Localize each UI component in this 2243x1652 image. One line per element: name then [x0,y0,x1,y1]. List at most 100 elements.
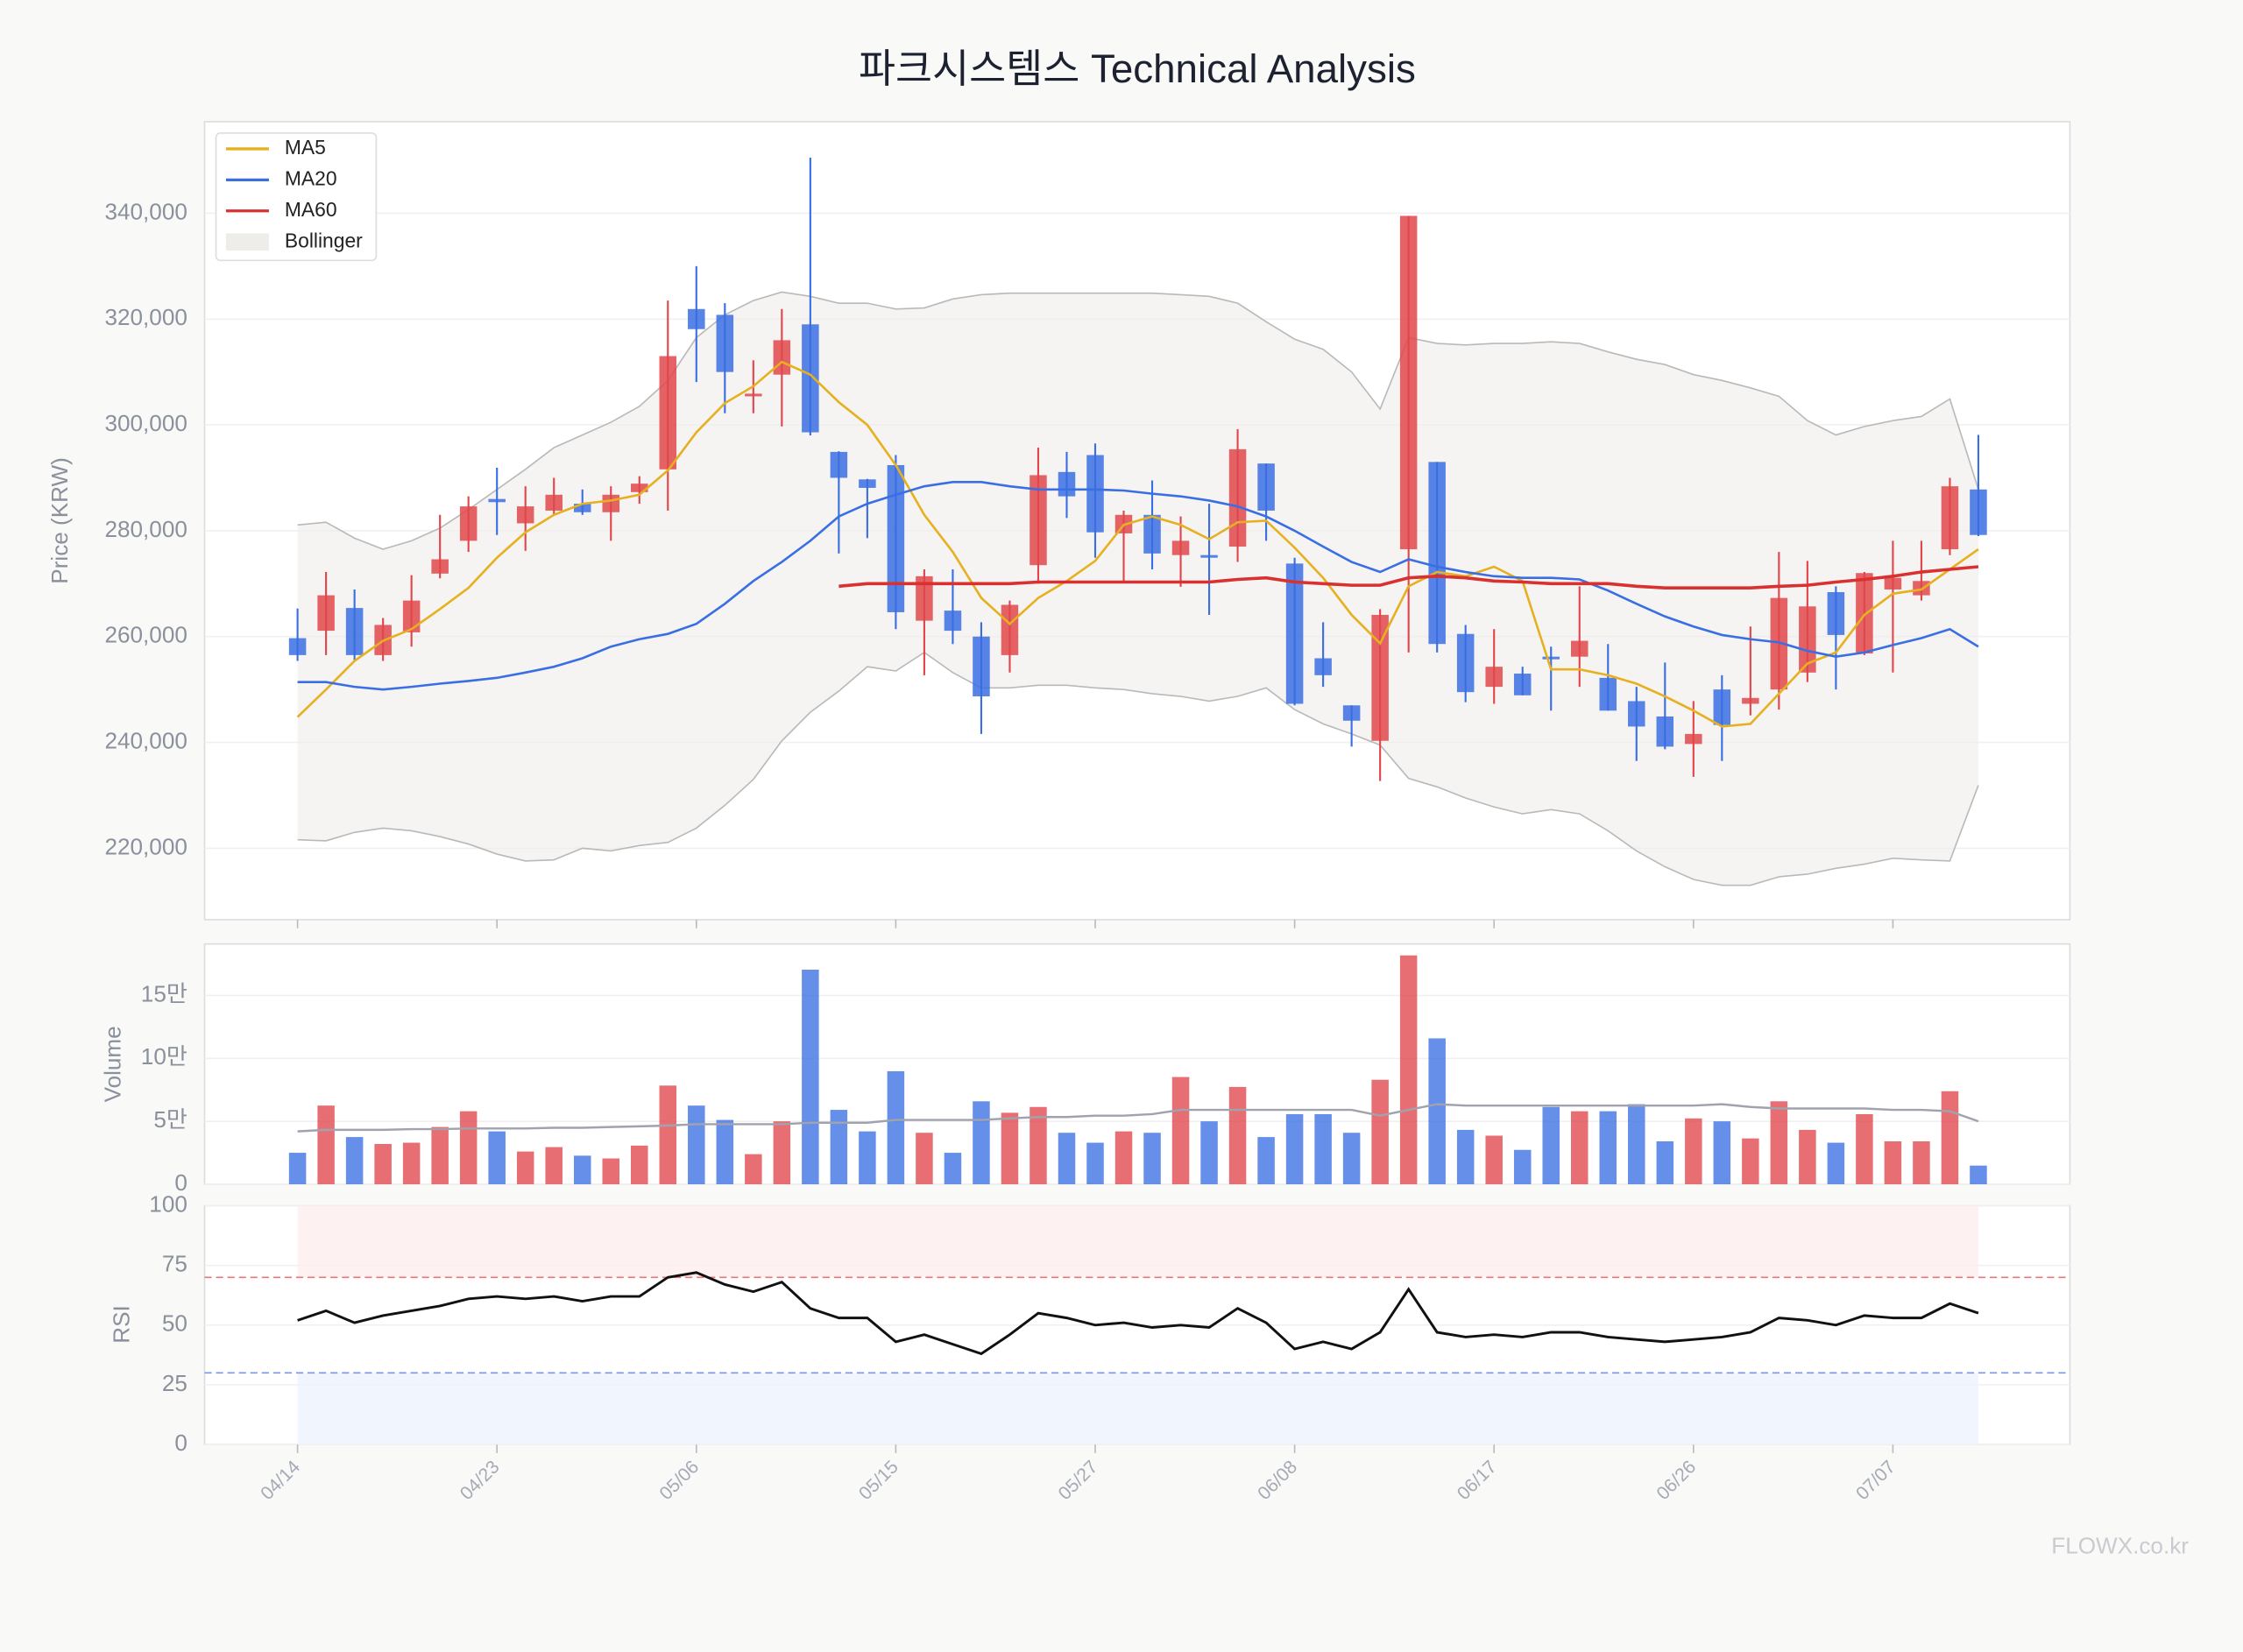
volume-bar [1058,1133,1076,1184]
legend-label: MA60 [285,198,337,221]
x-tick-label: 05/15 [855,1457,902,1504]
volume-bar [1628,1104,1645,1184]
y-tick-label: 320,000 [104,304,187,330]
volume-bar [1970,1165,1987,1184]
volume-bar [602,1158,620,1184]
chart-title: 파크시스템스 Technical Analysis [859,46,1416,91]
volume-bar [859,1131,876,1184]
candle-body [1685,733,1702,745]
candle-body [459,506,478,541]
x-tick-label: 06/08 [1254,1457,1301,1504]
volume-bar [773,1121,791,1184]
volume-bar [1827,1142,1845,1184]
oversold-zone [297,1373,1978,1445]
volume-bar [1799,1129,1816,1184]
bollinger-lower [297,651,1979,886]
candle-body [288,638,307,655]
volume-bar [887,1070,905,1184]
candle-body [1656,716,1674,747]
x-tick-label: 04/14 [257,1457,304,1504]
volume-bar [317,1105,335,1184]
y-tick-label: 75 [162,1251,188,1277]
bollinger-upper [297,291,1979,550]
candle-body [1599,677,1617,711]
volume-bar [1086,1142,1104,1184]
candle-body [573,504,591,512]
candle-body [1001,604,1019,655]
candle-body [859,479,876,488]
volume-bar [1742,1138,1759,1184]
volume-ma-line [297,1103,1979,1133]
y-tick-label: 0 [174,1430,188,1456]
volume-bar [345,1137,364,1184]
candle-body [1030,475,1047,566]
x-tick-label: 04/23 [456,1457,504,1504]
volume-bar [802,970,819,1184]
candle-body [545,494,563,511]
x-tick-label: 07/07 [1852,1457,1900,1504]
candle-body [1342,705,1361,721]
candle-body [1143,514,1161,554]
volume-bar [459,1111,478,1184]
volume-bar [745,1154,762,1184]
candle-body [1228,448,1247,547]
candle-body [488,498,506,503]
legend-label: MA20 [285,166,337,189]
candle-body [431,559,449,574]
y-tick-label: 260,000 [104,622,187,648]
volume-bar [374,1144,392,1184]
candle-body [1570,640,1588,657]
price-axis-label: Price (KRW) [46,457,73,584]
volume-bar [1542,1106,1560,1184]
volume-bar [1143,1133,1161,1184]
candle-body [1058,471,1076,497]
candle-body [1970,489,1987,535]
candle-body [1884,577,1902,589]
legend-box [215,132,378,262]
candle-body [1827,591,1845,635]
candle-body [716,314,734,372]
volume-bar [516,1151,534,1184]
volume-bar [1770,1101,1788,1184]
candle-body [1742,697,1759,704]
volume-bar [659,1085,677,1184]
candle-body [802,324,819,433]
x-tick-label: 05/06 [655,1457,703,1504]
candle-body [402,600,421,632]
volume-bar [1314,1113,1332,1184]
volume-bar [431,1126,449,1184]
candle-body [1485,667,1503,688]
candle-body [1628,701,1645,727]
candle-body [1171,540,1190,555]
volume-bar [1713,1121,1731,1184]
volume-bar [716,1119,734,1184]
x-tick-label: 05/27 [1055,1457,1102,1504]
volume-bar [1428,1038,1446,1184]
ma-line [838,565,1979,589]
volume-bar [1456,1129,1475,1184]
volume-bar [1656,1140,1674,1184]
candle-body [887,464,905,612]
volume-bar [631,1145,648,1184]
volume-bar [688,1105,705,1184]
y-tick-label: 300,000 [104,410,187,436]
candle-body [745,393,762,397]
ma-line [296,360,1979,728]
volume-bar [1599,1111,1617,1184]
watermark: FLOWX.co.kr [2051,1533,2189,1559]
candle-body [944,611,962,632]
volume-bar [1856,1113,1873,1184]
x-tick-label: 06/26 [1652,1457,1700,1504]
volume-bar [1285,1113,1304,1184]
overbought-zone [297,1205,1978,1278]
y-tick-label: 340,000 [104,198,187,224]
y-tick-label: 15만 [141,980,188,1006]
y-tick-label: 220,000 [104,833,187,859]
volume-bar [1030,1106,1047,1184]
candle-body [1285,563,1304,704]
y-tick-label: 10만 [141,1043,188,1070]
candle-body [602,494,620,512]
candle-body [1257,463,1275,511]
